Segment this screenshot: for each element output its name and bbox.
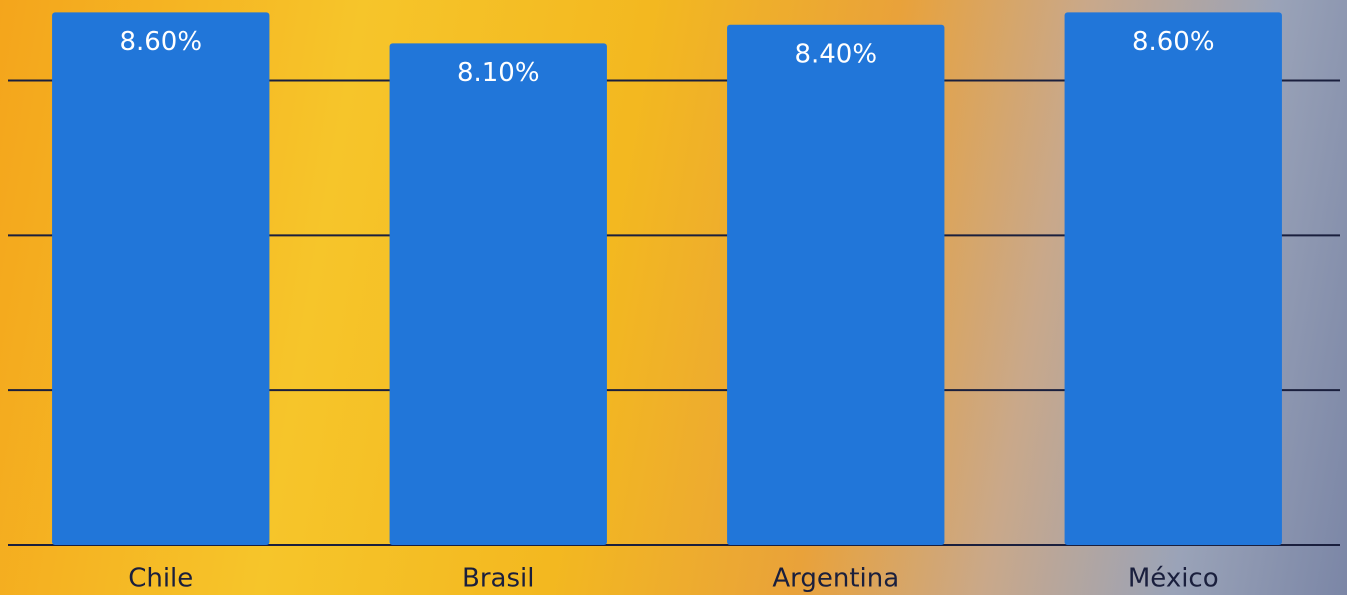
bar: [52, 12, 270, 546]
bar: [1064, 12, 1282, 546]
x-tick-label: Chile: [128, 564, 193, 594]
value-label: 8.10%: [457, 58, 540, 88]
value-label: 8.40%: [794, 39, 877, 69]
value-label: 8.60%: [1132, 27, 1215, 57]
x-tick-label: Argentina: [772, 564, 899, 594]
value-label: 8.60%: [119, 27, 202, 57]
bar: [727, 24, 945, 546]
bar: [389, 43, 607, 546]
x-tick-label: México: [1128, 564, 1219, 594]
x-tick-label: Brasil: [462, 564, 534, 594]
